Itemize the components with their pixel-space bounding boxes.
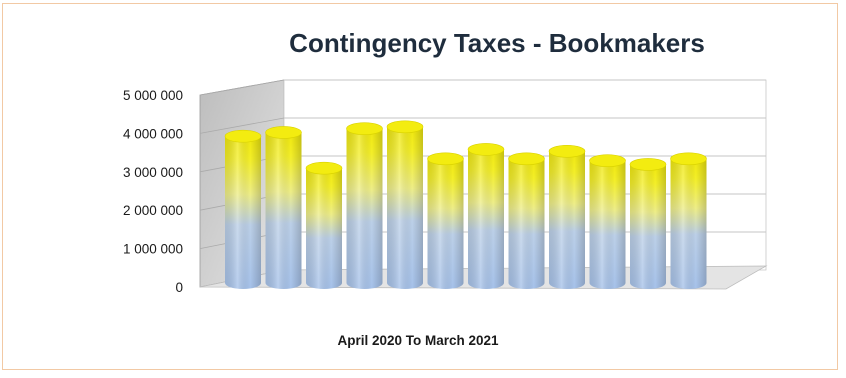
bar-shading: [630, 164, 666, 289]
bar-cap: [508, 152, 545, 166]
bar: [305, 161, 343, 289]
y-axis-tick-labels: 0 1 000 000 2 000 000 3 000 000 4 000 000 5 0…: [123, 88, 183, 295]
bar: [265, 126, 302, 289]
x-axis-label: April 2020 To March 2021: [337, 333, 499, 348]
bar-shading: [265, 132, 302, 289]
y-tick-label: 5 000 000: [123, 88, 183, 103]
bar-shading: [387, 126, 423, 289]
bar-cap: [386, 120, 424, 134]
bar-shading: [225, 136, 261, 289]
bar: [224, 129, 262, 289]
bar-cap: [548, 144, 586, 158]
y-tick-label: 4 000 000: [123, 126, 183, 141]
bar-shading: [549, 151, 585, 289]
bar-shading: [427, 158, 464, 289]
bar-cap: [589, 154, 626, 167]
bar: [508, 152, 545, 289]
y-tick-label: 2 000 000: [123, 203, 183, 218]
bar-cap: [629, 158, 667, 171]
bar: [427, 152, 464, 289]
gridline-side: [199, 117, 285, 134]
chart-title: Contingency Taxes - Bookmakers: [289, 28, 705, 58]
bars: [224, 120, 707, 289]
bar-shading: [670, 158, 707, 289]
bar: [670, 152, 707, 289]
bar-cap: [467, 143, 505, 156]
bar-cap: [670, 152, 707, 166]
gridline-side: [199, 79, 285, 96]
bar-cap: [224, 129, 262, 143]
bar: [386, 120, 424, 289]
bar-cap: [305, 161, 343, 175]
bar: [467, 143, 505, 289]
bar-cap: [265, 126, 302, 139]
bar: [589, 154, 626, 289]
bar-shading: [508, 158, 545, 289]
bar-shading: [306, 168, 342, 289]
bar: [548, 144, 586, 289]
bar-shading: [589, 160, 626, 289]
y-tick-label: 0: [175, 280, 183, 295]
y-tick-label: 1 000 000: [123, 242, 183, 257]
bar: [629, 158, 667, 289]
bar-shading: [346, 128, 383, 289]
bar-cap: [427, 152, 464, 166]
bar: [346, 122, 383, 289]
y-tick-label: 3 000 000: [123, 165, 183, 180]
bar-shading: [468, 149, 504, 289]
bar-cap: [346, 122, 383, 136]
